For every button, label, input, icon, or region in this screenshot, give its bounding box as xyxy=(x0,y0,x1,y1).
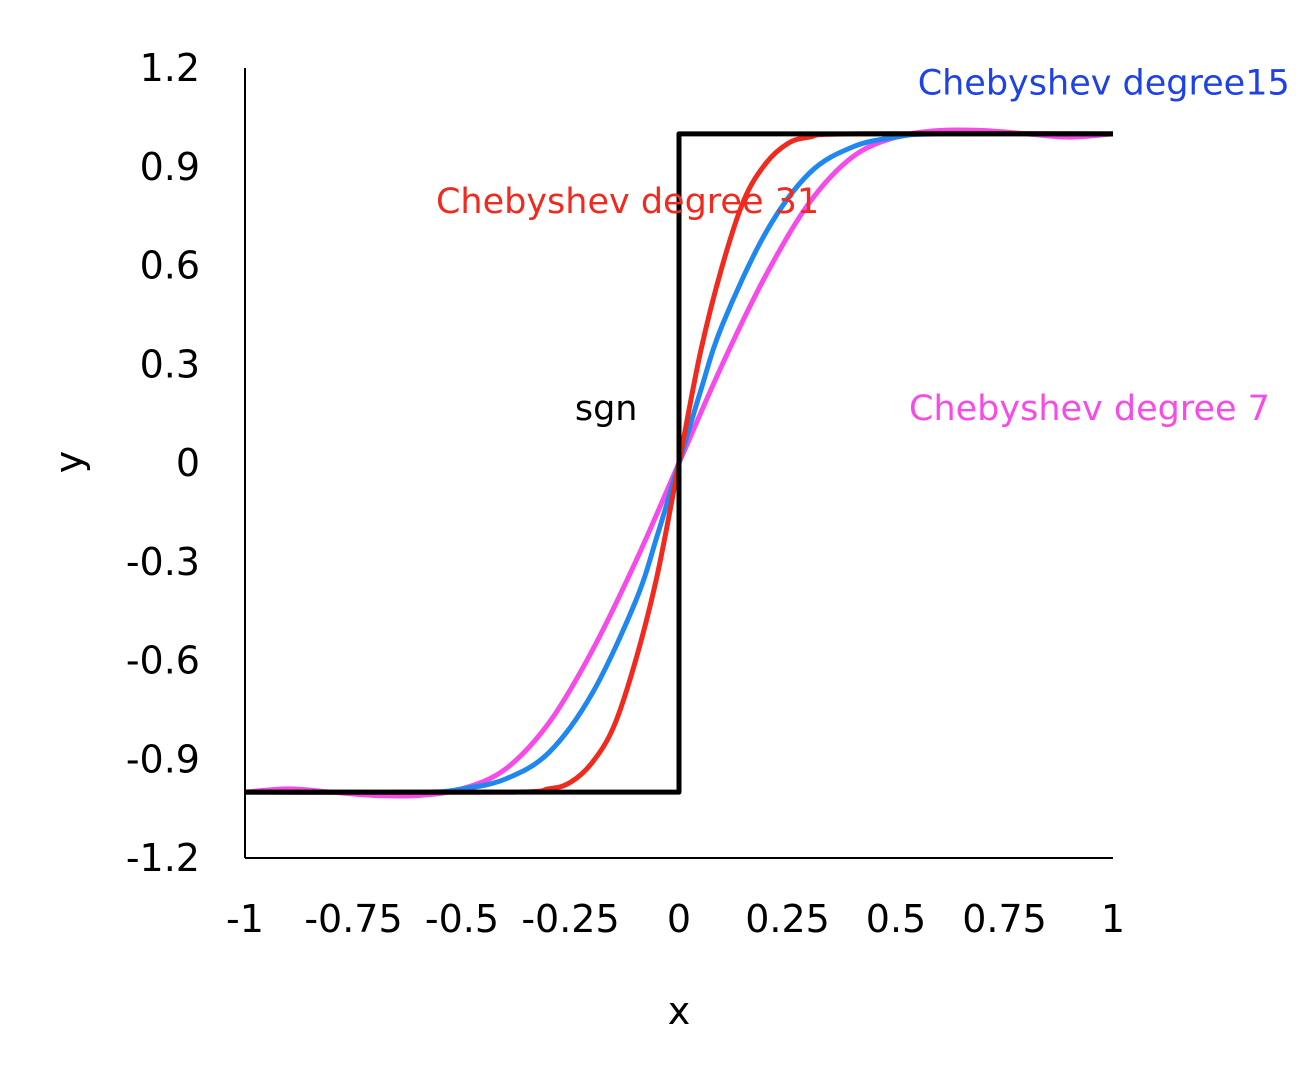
series-annotation: Chebyshev degree 7 xyxy=(909,389,1270,429)
series-annotations: Chebyshev degree15 Chebyshev degree 31 sgn… xyxy=(436,63,1290,429)
x-axis-label: x xyxy=(668,989,691,1033)
x-tick-label: 0.5 xyxy=(866,897,926,941)
x-tick-labels: -1 -0.75 -0.5 -0.25 0 0.25 0.5 0.75 1 xyxy=(226,897,1125,941)
x-tick-label: 0.75 xyxy=(962,897,1047,941)
x-tick-label: -0.5 xyxy=(425,897,499,941)
x-tick-label: 0.25 xyxy=(745,897,830,941)
y-tick-label: -0.9 xyxy=(126,737,200,781)
series-layer xyxy=(244,127,1114,799)
y-tick-label: 0 xyxy=(176,441,200,485)
y-tick-label: -1.2 xyxy=(126,836,200,880)
series-annotation: sgn xyxy=(575,389,638,429)
x-tick-label: -0.25 xyxy=(521,897,619,941)
series-annotation: Chebyshev degree 31 xyxy=(436,182,819,222)
x-tick-label: 1 xyxy=(1101,897,1125,941)
y-tick-label: 0.9 xyxy=(140,145,200,189)
series-line-sgn xyxy=(245,131,1113,795)
x-tick-label: 0 xyxy=(667,897,691,941)
x-tick-label: -1 xyxy=(226,897,264,941)
y-tick-label: -0.3 xyxy=(126,540,200,584)
y-axis-label: y xyxy=(47,451,91,474)
x-tick-label: -0.75 xyxy=(304,897,402,941)
y-tick-label: 0.6 xyxy=(140,244,200,288)
y-tick-label: -0.6 xyxy=(126,639,200,683)
y-tick-label: 0.3 xyxy=(140,342,200,386)
series-annotation: Chebyshev degree15 xyxy=(918,63,1290,103)
y-tick-label: 1.2 xyxy=(140,46,200,90)
y-tick-labels: 1.2 0.9 0.6 0.3 0 -0.3 -0.6 -0.9 -1.2 xyxy=(126,46,200,880)
